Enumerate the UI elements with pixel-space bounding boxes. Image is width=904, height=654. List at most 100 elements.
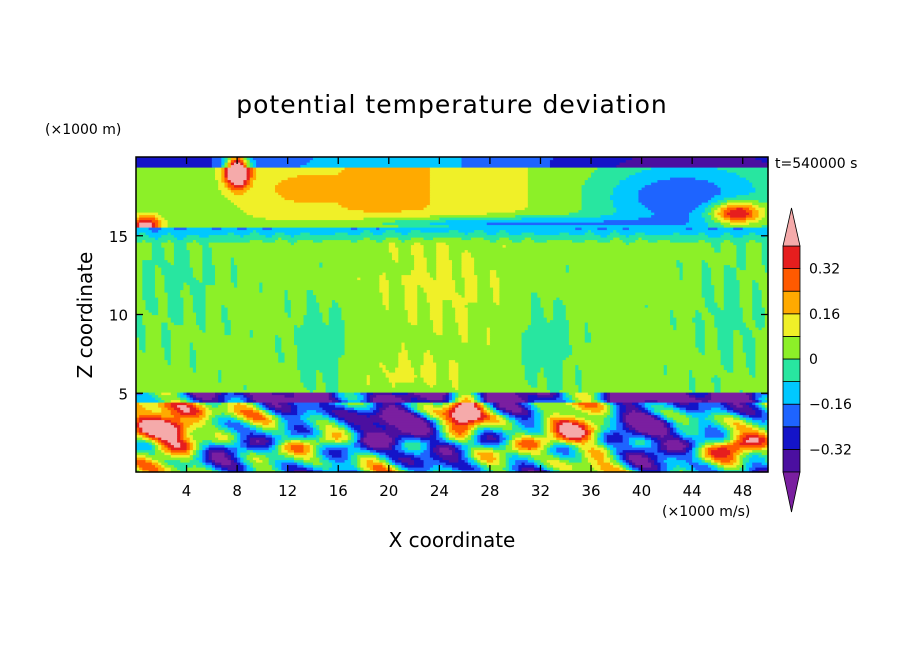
contour-cell	[328, 317, 342, 321]
contour-cell	[243, 159, 248, 163]
contour-cell	[692, 372, 750, 376]
contour-cell	[698, 454, 703, 458]
contour-cell	[158, 462, 162, 466]
contour-cell	[679, 407, 687, 411]
contour-cell	[701, 214, 712, 218]
contour-cell	[196, 447, 200, 451]
contour-cell	[433, 419, 437, 423]
contour-cell	[527, 189, 583, 193]
contour-cell	[237, 204, 342, 208]
contour-cell	[401, 444, 406, 448]
contour-cell	[717, 227, 734, 231]
contour-cell	[227, 169, 248, 173]
contour-cell	[730, 214, 747, 218]
contour-cell	[726, 429, 731, 433]
contour-cell	[622, 239, 636, 243]
contour-cell	[483, 419, 500, 423]
contour-cell	[221, 169, 226, 173]
contour-cell	[546, 429, 551, 433]
contour-cell	[256, 429, 263, 433]
contour-cell	[695, 384, 715, 388]
contour-cell	[477, 394, 482, 398]
contour-cell	[594, 397, 598, 401]
contour-cell	[695, 447, 700, 451]
contour-cell	[429, 442, 450, 446]
contour-cell	[407, 407, 412, 411]
contour-cell	[136, 462, 153, 466]
contour-cell	[568, 444, 576, 448]
contour-cell	[136, 382, 305, 386]
contour-cell	[752, 374, 756, 378]
contour-cell	[581, 382, 690, 386]
contour-cell	[452, 397, 456, 401]
contour-cell	[354, 437, 358, 441]
contour-cell	[224, 429, 232, 433]
contour-cell	[227, 392, 235, 396]
contour-cell	[720, 359, 734, 363]
contour-cell	[369, 229, 387, 233]
contour-cell	[252, 162, 257, 166]
contour-cell	[420, 364, 437, 368]
contour-cell	[739, 457, 744, 461]
contour-cell	[752, 464, 769, 468]
contour-cell	[252, 214, 431, 218]
contour-cell	[199, 407, 207, 411]
contour-cell	[401, 464, 406, 468]
contour-cell	[666, 417, 674, 421]
contour-cell	[300, 374, 317, 378]
contour-cell	[284, 357, 298, 361]
contour-cell	[218, 374, 222, 378]
contour-cell	[186, 427, 197, 431]
contour-cell	[714, 212, 719, 216]
contour-cell	[483, 402, 488, 406]
contour-cell	[549, 319, 570, 323]
contour-cell	[265, 402, 273, 406]
contour-cell	[145, 339, 162, 343]
contour-cell	[224, 177, 229, 181]
contour-cell	[666, 462, 690, 466]
contour-cell	[540, 299, 554, 303]
contour-cell	[221, 432, 232, 436]
contour-cell	[508, 414, 516, 418]
contour-cell	[136, 442, 150, 446]
contour-cell	[363, 437, 393, 441]
contour-cell	[559, 429, 586, 433]
contour-cell	[338, 374, 368, 378]
contour-cell	[233, 452, 238, 456]
contour-cell	[733, 439, 737, 443]
contour-cell	[252, 419, 273, 423]
contour-cell	[230, 332, 251, 336]
contour-cell	[439, 419, 444, 423]
contour-cell	[211, 252, 393, 256]
contour-cell	[461, 402, 475, 406]
contour-cell	[230, 319, 305, 323]
contour-cell	[391, 384, 396, 388]
contour-cell	[448, 249, 466, 253]
contour-cell	[467, 422, 475, 426]
contour-cell	[499, 402, 516, 406]
contour-cell	[167, 297, 184, 301]
contour-cell	[177, 437, 181, 441]
contour-cell	[689, 217, 706, 221]
contour-cell	[474, 429, 478, 433]
contour-cell	[534, 409, 538, 413]
contour-cell	[461, 237, 472, 241]
contour-cell	[262, 282, 380, 286]
contour-cell	[395, 259, 399, 263]
contour-cell	[136, 362, 169, 366]
contour-cell	[635, 172, 737, 176]
contour-cell	[426, 419, 431, 423]
contour-cell	[562, 379, 576, 383]
contour-cell	[290, 304, 308, 308]
contour-cell	[704, 337, 719, 341]
contour-cell	[739, 329, 753, 333]
contour-cell	[581, 437, 589, 441]
contour-cell	[720, 202, 728, 206]
contour-cell	[714, 299, 725, 303]
contour-cell	[745, 324, 756, 328]
contour-cell	[549, 462, 567, 466]
contour-cell	[275, 439, 279, 443]
contour-cell	[704, 349, 722, 353]
contour-cell	[452, 469, 463, 473]
contour-cell	[360, 399, 368, 403]
